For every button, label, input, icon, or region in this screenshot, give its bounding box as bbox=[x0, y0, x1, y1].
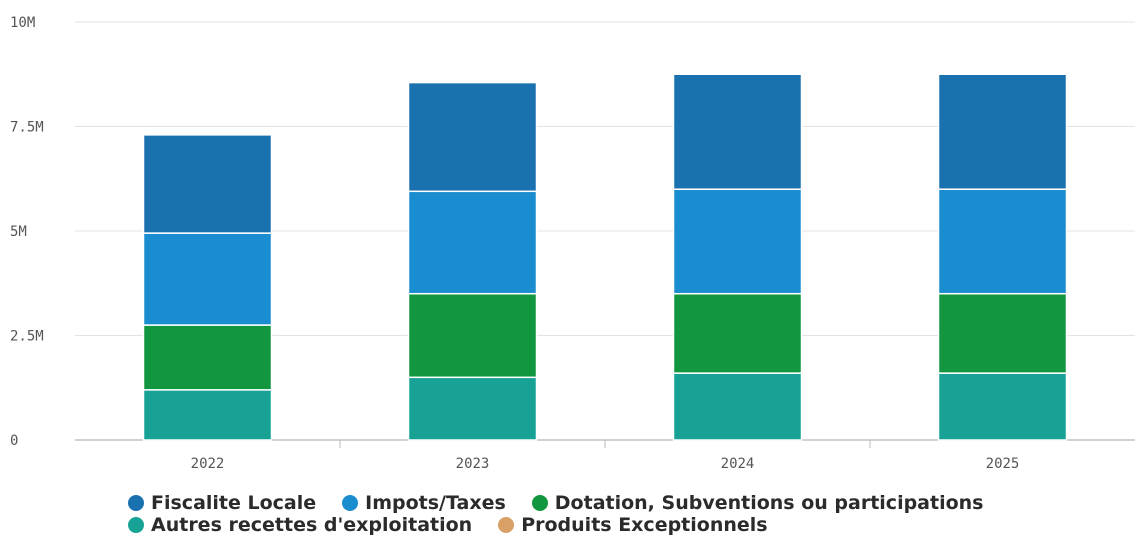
bar-2023-series-0 bbox=[407, 376, 538, 441]
legend-item[interactable]: Produits Exceptionnels bbox=[498, 514, 768, 536]
legend-swatch-icon bbox=[128, 517, 144, 533]
bar-2025-series-1 bbox=[937, 292, 1068, 374]
legend: Fiscalite Locale Impots/Taxes Dotation, Su… bbox=[128, 492, 1128, 536]
y-tick-label-2: 5M bbox=[10, 224, 27, 240]
bar-2025-series-3 bbox=[937, 73, 1068, 190]
legend-label: Fiscalite Locale bbox=[151, 492, 317, 514]
legend-label: Produits Exceptionnels bbox=[521, 514, 768, 536]
bar-2024-series-1 bbox=[672, 292, 803, 374]
y-tick-label-1: 2.5M bbox=[10, 329, 44, 345]
legend-swatch-icon bbox=[342, 495, 359, 511]
bar-2024-series-0 bbox=[672, 372, 803, 441]
bar-2022-series-1 bbox=[142, 324, 273, 391]
bar-2023-series-2 bbox=[407, 190, 538, 295]
bar-2024-series-3 bbox=[672, 73, 803, 190]
y-tick-label-4: 10M bbox=[10, 15, 35, 31]
bar-2023-series-1 bbox=[407, 292, 538, 379]
legend-label: Autres recettes d'exploitation bbox=[151, 514, 473, 536]
bar-2025-series-0 bbox=[937, 372, 1068, 441]
x-tick-label-2023: 2023 bbox=[456, 456, 490, 472]
x-tick-label-2025: 2025 bbox=[986, 456, 1020, 472]
legend-item[interactable]: Autres recettes d'exploitation bbox=[128, 514, 472, 536]
bar-2022-series-0 bbox=[142, 389, 273, 441]
y-tick-label-3: 7.5M bbox=[10, 120, 44, 136]
legend-item[interactable]: Fiscalite Locale bbox=[128, 492, 316, 514]
x-tick-label-2024: 2024 bbox=[721, 456, 755, 472]
legend-swatch-icon bbox=[128, 495, 144, 511]
bar-2022-series-3 bbox=[142, 134, 273, 234]
x-tick-label-2022: 2022 bbox=[191, 456, 225, 472]
bar-2022-series-2 bbox=[142, 232, 273, 326]
bar-2024-series-2 bbox=[672, 188, 803, 295]
legend-swatch-icon bbox=[498, 517, 515, 533]
y-tick-label-0: 0 bbox=[10, 433, 18, 449]
legend-item[interactable]: Dotation, Subventions ou participations bbox=[531, 492, 984, 514]
bar-2025-series-2 bbox=[937, 188, 1068, 295]
legend-label: Dotation, Subventions ou participations bbox=[554, 492, 984, 514]
bar-2023-series-3 bbox=[407, 81, 538, 193]
legend-swatch-icon bbox=[531, 495, 548, 511]
legend-item[interactable]: Impots/Taxes bbox=[342, 492, 506, 514]
legend-label: Impots/Taxes bbox=[365, 492, 506, 514]
